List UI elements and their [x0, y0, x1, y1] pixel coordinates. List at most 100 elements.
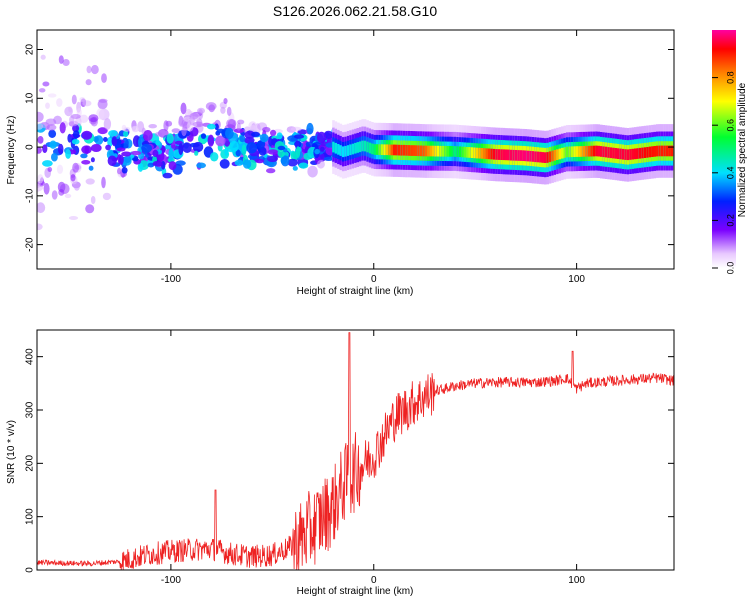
spectrogram-blob [235, 149, 241, 157]
ridge-segment [629, 149, 632, 160]
spectrogram-blob [123, 130, 129, 138]
y-tick-label: 200 [25, 455, 36, 472]
spectrogram-blob [220, 106, 226, 114]
x-tick-label: 100 [568, 274, 585, 285]
ridge-segment [656, 145, 659, 157]
ridge-segment [604, 146, 608, 158]
spectrogram-blob [72, 162, 79, 173]
spectrogram-blob [290, 126, 302, 132]
ridge-segment [580, 146, 584, 157]
spectrogram-blob [246, 142, 258, 154]
ridge-segment [417, 145, 420, 157]
ridge-segment [402, 144, 406, 156]
colorbar-tick-label: 0.4 [725, 167, 735, 180]
ridge-segment [568, 146, 571, 158]
spectrogram-blob [80, 153, 88, 159]
ridge-segment [495, 149, 498, 160]
spectrogram-blob [178, 143, 184, 156]
snr-y-axis-label: SNR (10 * v/v) [6, 420, 17, 484]
spectrogram-blob [248, 121, 257, 130]
spectrogram-blob [155, 139, 161, 146]
spectrogram-blob [107, 155, 117, 167]
spectrogram-blob [181, 126, 187, 137]
ridge-segment [534, 151, 537, 163]
x-tick-label: -100 [161, 575, 181, 586]
spectrogram-blob [123, 126, 131, 132]
ridge-segment [585, 145, 588, 157]
spectrogram-blob [166, 133, 174, 144]
ridge-segment [665, 145, 669, 157]
snr-x-axis-label: Height of straight line (km) [297, 586, 414, 597]
y-tick-label: 0 [25, 144, 36, 150]
ridge-segment [380, 144, 384, 155]
spectrogram-blob [314, 148, 320, 155]
spectrogram-blob [182, 142, 192, 153]
ridge-segment [376, 144, 379, 155]
ridge-segment [597, 145, 601, 157]
spectrogram-blob [108, 130, 118, 137]
spectrogram-blob [116, 147, 126, 152]
spectrogram-blob [241, 144, 247, 157]
ridge-segment [371, 143, 374, 155]
ridge-segment [595, 145, 598, 157]
spectrogram-blob [234, 159, 244, 166]
ridge-segment [397, 144, 401, 156]
spectrogram-blob [90, 144, 102, 152]
ridge-segment [432, 145, 435, 157]
colorbar-tick-label: 0.2 [725, 214, 735, 227]
ridge-segment [590, 145, 593, 157]
figure-title: S126.2026.062.21.58.G10 [273, 3, 437, 19]
ridge-segment [363, 140, 367, 152]
spectrogram-blob [270, 129, 277, 137]
ridge-segment [670, 145, 674, 157]
ridge-segment [600, 146, 603, 157]
ridge-segment [507, 149, 511, 161]
ridge-segment [463, 146, 467, 158]
ridge-segment [466, 147, 469, 158]
ridge-segment [422, 145, 425, 157]
spectrogram-blob [307, 165, 318, 178]
spectrogram-blob [70, 174, 76, 182]
spectrogram-blob [107, 136, 113, 147]
ridge-segment [346, 145, 350, 156]
ridge-segment [351, 143, 355, 155]
ridge-segment [410, 145, 413, 156]
snr-series-line [37, 332, 674, 570]
ridge-segment [563, 147, 567, 158]
spectrogram-blob [305, 141, 313, 147]
ridge-segment [356, 142, 360, 153]
spectrogram-blob [51, 190, 58, 200]
spectrogram-blob [117, 167, 122, 175]
ridge-segment [617, 148, 620, 159]
spectrogram-blob [81, 145, 92, 154]
spectrogram-blob [64, 106, 73, 117]
spectrogram-blob [259, 133, 269, 143]
y-tick-label: 300 [25, 401, 36, 418]
spectrogram-blob [316, 159, 325, 169]
spectrogram-blob [152, 160, 163, 167]
ridge-segment [436, 145, 440, 157]
spectrogram-blob [58, 189, 65, 196]
snr-y-ticks: 0 100 200 300 400 [25, 348, 674, 573]
spectrogram-blob [280, 155, 290, 167]
spectrogram-blob [37, 223, 43, 231]
ridge-segment [468, 147, 472, 158]
spectrogram-blob [137, 162, 144, 172]
ridge-segment [449, 146, 452, 157]
spectrogram-blob [57, 143, 64, 155]
ridge-segment [378, 144, 381, 155]
spectrogram-blob [162, 172, 173, 179]
spectrogram-blob [68, 216, 79, 220]
ridge-segment [473, 147, 476, 159]
ridge-segment [427, 145, 430, 157]
spectrogram-blob [180, 102, 187, 115]
ridge-segment [500, 149, 503, 160]
spectrogram-blob [97, 127, 108, 135]
ridge-segment [368, 142, 372, 154]
spectrogram-blob [292, 166, 298, 171]
ridge-segment [480, 148, 484, 159]
ridge-segment [519, 150, 523, 161]
ridge-segment [541, 152, 545, 163]
ridge-segment [526, 150, 530, 162]
